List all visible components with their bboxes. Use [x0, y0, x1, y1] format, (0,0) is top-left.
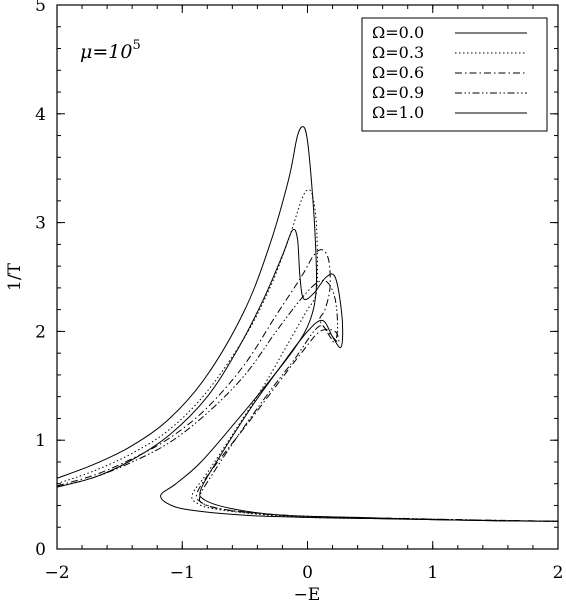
series-line-0: [57, 126, 558, 522]
y-tick-label: 0: [35, 540, 46, 560]
series-group: [57, 126, 558, 522]
y-tick-label: 1: [35, 431, 46, 451]
legend-label-1: Ω=0.3: [372, 43, 424, 62]
legend-box: [361, 17, 548, 132]
x-tick-label: 1: [427, 563, 438, 583]
y-axis-label: 1/T: [5, 262, 25, 291]
x-tick-label: 2: [553, 563, 564, 583]
mu-annotation: μ=105: [80, 38, 141, 63]
y-tick-label: 3: [35, 214, 46, 234]
mu-annotation-superscript: 5: [132, 38, 140, 53]
series-line-1: [57, 189, 558, 522]
series-line-4: [57, 228, 558, 522]
legend-label-0: Ω=0.0: [372, 23, 424, 42]
x-axis-label: −E: [294, 585, 321, 605]
legend-label-3: Ω=0.9: [372, 83, 424, 102]
x-tick-label: −1: [170, 563, 195, 583]
y-tick-label: 5: [35, 0, 46, 16]
legend-label-4: Ω=1.0: [372, 103, 424, 122]
mu-annotation-prefix: μ=10: [80, 41, 132, 63]
legend: Ω=0.0Ω=0.3Ω=0.6Ω=0.9Ω=1.0: [361, 17, 548, 132]
x-tick-label: 0: [302, 563, 313, 583]
series-line-2: [57, 249, 558, 522]
legend-items: Ω=0.0Ω=0.3Ω=0.6Ω=0.9Ω=1.0: [372, 23, 527, 122]
y-tick-label: 2: [35, 322, 46, 342]
legend-label-2: Ω=0.6: [372, 63, 424, 82]
axis-ticks: −2 −1 0 1 2 0 1 2 3 4 5: [35, 0, 563, 583]
y-tick-label: 4: [35, 105, 46, 125]
x-tick-label: −2: [44, 563, 69, 583]
series-line-3: [57, 279, 558, 522]
